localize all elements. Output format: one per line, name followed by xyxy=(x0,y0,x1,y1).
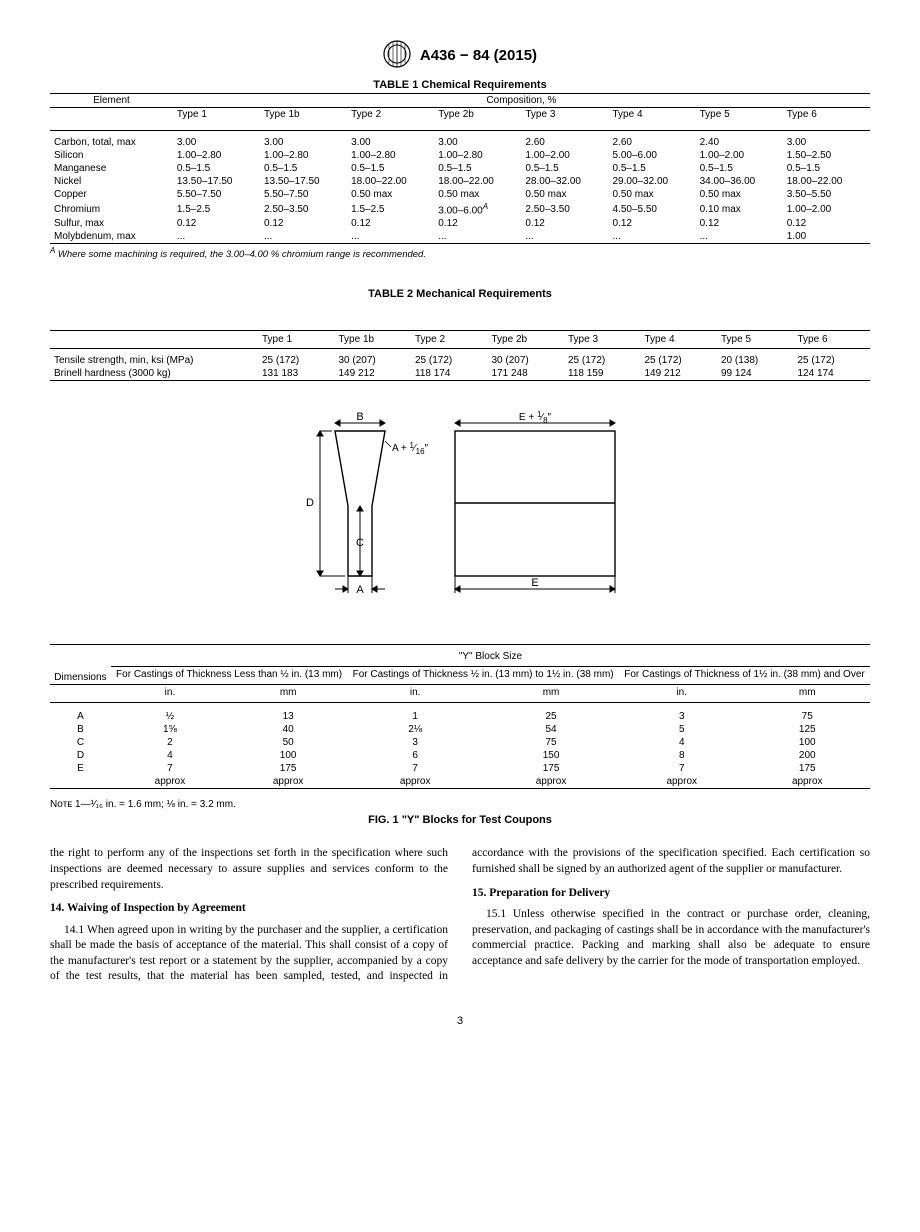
table-row: Manganese0.5–1.50.5–1.50.5–1.50.5–1.50.5… xyxy=(50,162,870,175)
section-15-1: 15.1 Unless otherwise specified in the c… xyxy=(472,907,870,969)
t1-types-row: Type 1 Type 1b Type 2 Type 2b Type 3 Typ… xyxy=(50,108,870,131)
fig1-title: FIG. 1 "Y" Blocks for Test Coupons xyxy=(50,814,870,826)
table-row: Silicon1.00–2.801.00–2.801.00–2.801.00–2… xyxy=(50,149,870,162)
svg-text:D: D xyxy=(306,497,314,509)
svg-text:E + 1⁄8″: E + 1⁄8″ xyxy=(519,411,552,425)
table1-footnote: A Where some machining is required, the … xyxy=(50,246,870,260)
p-continuation: the right to perform any of the inspecti… xyxy=(50,846,448,893)
section-14-title: 14. Waiving of Inspection by Agreement xyxy=(50,901,448,917)
svg-text:A + 1⁄16″: A + 1⁄16″ xyxy=(392,441,429,456)
table2-title: TABLE 2 Mechanical Requirements xyxy=(50,288,870,300)
svg-text:A: A xyxy=(356,584,364,596)
table2-mechanical: Type 1 Type 1b Type 2 Type 2b Type 3 Typ… xyxy=(50,330,870,381)
y-block-diagram: B A + 1⁄16″ D C A xyxy=(50,411,870,614)
table-row: Brinell hardness (3000 kg)131 183149 212… xyxy=(50,367,870,381)
svg-text:C: C xyxy=(356,537,364,549)
section-15-title: 15. Preparation for Delivery xyxy=(472,886,870,902)
table3-note: Nᴏᴛᴇ 1—¹⁄₁₆ in. = 1.6 mm; ⅛ in. = 3.2 mm… xyxy=(50,799,870,810)
page-number: 3 xyxy=(50,1015,870,1027)
table-row: approxapproxapproxapproxapproxapprox xyxy=(50,775,870,789)
astm-logo xyxy=(383,40,411,71)
table-row: Copper5.50–7.505.50–7.500.50 max0.50 max… xyxy=(50,188,870,201)
table-row: Nickel13.50–17.5013.50–17.5018.00–22.001… xyxy=(50,175,870,188)
svg-text:E: E xyxy=(531,577,538,589)
table-row: Chromium1.5–2.52.50–3.501.5–2.53.00–6.00… xyxy=(50,201,870,217)
body-text: the right to perform any of the inspecti… xyxy=(50,846,870,984)
table-row: Sulfur, max0.120.120.120.120.120.120.120… xyxy=(50,217,870,230)
table-row: Molybdenum, max.....................1.00 xyxy=(50,230,870,244)
t3-units-row: in. mm in. mm in. mm xyxy=(50,685,870,703)
table-row: Tensile strength, min, ksi (MPa)25 (172)… xyxy=(50,349,870,368)
t3-dim-label: Dimensions xyxy=(50,645,111,685)
table1-title: TABLE 1 Chemical Requirements xyxy=(50,79,870,91)
t1-col-composition: Composition, % xyxy=(173,94,870,108)
table3-yblock: Dimensions "Y" Block Size For Castings o… xyxy=(50,644,870,789)
table-row: B1⅝402⅛545125 xyxy=(50,723,870,736)
t1-col-element: Element xyxy=(50,94,173,108)
table-row: D410061508200 xyxy=(50,749,870,762)
table-row: C2503754100 xyxy=(50,736,870,749)
doc-header: A436 − 84 (2015) xyxy=(50,40,870,71)
table1-chemical: Element Composition, % Type 1 Type 1b Ty… xyxy=(50,93,870,244)
table-row: A½13125375 xyxy=(50,703,870,724)
table-row: Carbon, total, max3.003.003.003.002.602.… xyxy=(50,131,870,150)
t2-types-row: Type 1 Type 1b Type 2 Type 2b Type 3 Typ… xyxy=(50,331,870,349)
svg-text:B: B xyxy=(356,411,363,423)
standard-number: A436 − 84 (2015) xyxy=(420,47,537,64)
table-row: E717571757175 xyxy=(50,762,870,775)
t3-super: "Y" Block Size xyxy=(111,645,870,667)
